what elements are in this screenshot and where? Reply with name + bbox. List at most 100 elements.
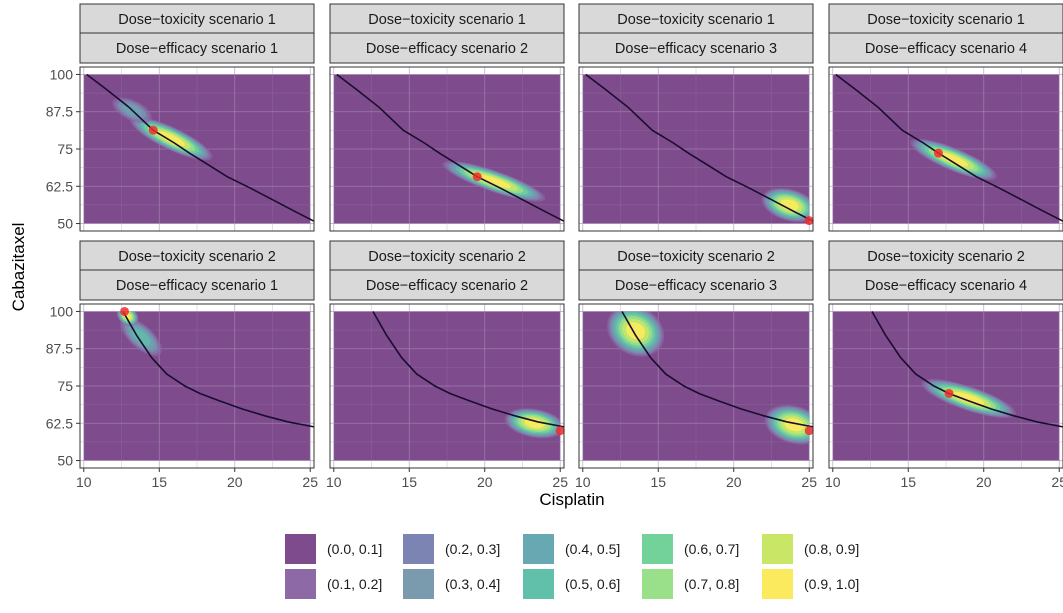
density-band bbox=[131, 328, 151, 346]
legend-key: (0.5, 0.6] bbox=[523, 569, 620, 599]
density-band bbox=[784, 418, 804, 432]
strip-bottom-label: Dose−efficacy scenario 3 bbox=[615, 41, 777, 57]
x-tick-label: 10 bbox=[825, 474, 841, 490]
x-tick-label: 10 bbox=[575, 474, 591, 490]
y-tick-label: 62.5 bbox=[46, 178, 73, 194]
strip-top bbox=[828, 3, 1063, 34]
x-tick-label: 15 bbox=[900, 474, 916, 490]
strip-bottom-label: Dose−efficacy scenario 4 bbox=[865, 41, 1027, 57]
x-tick-label: 15 bbox=[401, 474, 417, 490]
legend-label: (0.6, 0.7] bbox=[684, 541, 739, 557]
legend-key: (0.0, 0.1] bbox=[285, 534, 382, 564]
recommended-dose-point bbox=[120, 306, 130, 316]
x-tick-label: 20 bbox=[976, 474, 992, 490]
x-tick-label: 25 bbox=[1051, 474, 1063, 490]
y-tick-label: 87.5 bbox=[46, 104, 73, 120]
x-tick-label: 15 bbox=[151, 474, 167, 490]
strip-top bbox=[79, 240, 315, 271]
legend-key: (0.8, 0.9] bbox=[762, 534, 859, 564]
strip-top bbox=[578, 3, 814, 34]
strip-bottom bbox=[578, 32, 814, 64]
density-band bbox=[524, 418, 545, 429]
y-tick-label: 100 bbox=[50, 303, 74, 319]
y-tick-label: 62.5 bbox=[46, 415, 73, 431]
strip-bottom-label: Dose−efficacy scenario 2 bbox=[366, 41, 528, 57]
facet-panel: Dose−toxicity scenario 2 Dose−efficacy sc… bbox=[825, 240, 1063, 490]
x-axis-title: Cisplatin bbox=[539, 490, 604, 509]
legend: (0.0, 0.1] (0.1, 0.2] (0.2, 0.3] (0.3, 0.4]… bbox=[285, 534, 859, 599]
legend-key: (0.6, 0.7] bbox=[642, 534, 739, 564]
strip-top-label: Dose−toxicity scenario 2 bbox=[118, 249, 276, 265]
legend-key: (0.7, 0.8] bbox=[642, 569, 739, 599]
panel-border bbox=[578, 66, 814, 232]
x-tick-label: 10 bbox=[326, 474, 342, 490]
panel-border bbox=[828, 66, 1063, 232]
strip-bottom bbox=[329, 32, 565, 64]
legend-label: (0.4, 0.5] bbox=[565, 541, 620, 557]
strip-top-label: Dose−toxicity scenario 2 bbox=[617, 249, 775, 265]
facet-panel: Dose−toxicity scenario 1 Dose−efficacy sc… bbox=[578, 3, 814, 232]
facet-panel: Dose−toxicity scenario 1 Dose−efficacy sc… bbox=[46, 3, 315, 232]
strip-bottom-label: Dose−efficacy scenario 1 bbox=[116, 278, 278, 294]
x-tick-label: 10 bbox=[76, 474, 92, 490]
strip-bottom bbox=[79, 32, 315, 64]
y-tick-label: 50 bbox=[57, 216, 73, 232]
strip-bottom bbox=[578, 269, 814, 301]
legend-key: (0.3, 0.4] bbox=[403, 569, 500, 599]
strip-top bbox=[578, 240, 814, 271]
density-band bbox=[952, 392, 985, 406]
legend-swatch bbox=[523, 569, 554, 599]
strip-bottom-label: Dose−efficacy scenario 2 bbox=[366, 278, 528, 294]
recommended-dose-point bbox=[804, 426, 814, 436]
facet-panel: Dose−toxicity scenario 2 Dose−efficacy sc… bbox=[46, 240, 318, 490]
strip-top-label: Dose−toxicity scenario 1 bbox=[368, 12, 526, 28]
y-tick-label: 75 bbox=[57, 141, 73, 157]
x-tick-label: 25 bbox=[552, 474, 568, 490]
y-tick-label: 50 bbox=[57, 453, 73, 469]
x-tick-label: 20 bbox=[477, 474, 493, 490]
y-tick-label: 75 bbox=[57, 378, 73, 394]
facet-panel: Dose−toxicity scenario 1 Dose−efficacy sc… bbox=[828, 3, 1063, 232]
panel-border bbox=[828, 303, 1063, 469]
strip-top bbox=[828, 240, 1063, 271]
dose-curve bbox=[86, 73, 315, 222]
recommended-dose-point bbox=[944, 388, 954, 398]
panel-border bbox=[578, 303, 814, 469]
strip-top-label: Dose−toxicity scenario 2 bbox=[368, 249, 526, 265]
recommended-dose-point bbox=[804, 216, 814, 226]
legend-label: (0.0, 0.1] bbox=[327, 541, 382, 557]
legend-label: (0.1, 0.2] bbox=[327, 576, 382, 592]
x-tick-label: 25 bbox=[302, 474, 318, 490]
facet-panel: Dose−toxicity scenario 1 Dose−efficacy sc… bbox=[329, 3, 565, 232]
density-band bbox=[476, 174, 511, 188]
density-contours bbox=[761, 187, 810, 223]
strip-top bbox=[329, 240, 565, 271]
legend-key: (0.9, 1.0] bbox=[762, 569, 859, 599]
strip-top bbox=[79, 3, 315, 34]
dose-curve bbox=[122, 311, 315, 428]
x-tick-label: 20 bbox=[227, 474, 243, 490]
strip-top-label: Dose−toxicity scenario 1 bbox=[617, 12, 775, 28]
dose-curve bbox=[621, 311, 814, 428]
legend-label: (0.3, 0.4] bbox=[445, 576, 500, 592]
legend-label: (0.9, 1.0] bbox=[804, 576, 859, 592]
dose-curve bbox=[835, 73, 1063, 222]
legend-swatch bbox=[642, 534, 673, 564]
legend-swatch bbox=[403, 569, 434, 599]
strip-top-label: Dose−toxicity scenario 2 bbox=[867, 249, 1025, 265]
density-band bbox=[157, 131, 186, 146]
legend-swatch bbox=[403, 534, 434, 564]
facet-panel: Dose−toxicity scenario 2 Dose−efficacy sc… bbox=[326, 240, 568, 490]
legend-key: (0.2, 0.3] bbox=[403, 534, 500, 564]
legend-key: (0.4, 0.5] bbox=[523, 534, 620, 564]
strip-bottom bbox=[329, 269, 565, 301]
recommended-dose-point bbox=[148, 125, 158, 135]
strip-top-label: Dose−toxicity scenario 1 bbox=[867, 12, 1025, 28]
legend-swatch bbox=[642, 569, 673, 599]
legend-swatch bbox=[285, 569, 316, 599]
dose-curve bbox=[336, 73, 565, 222]
strip-bottom-label: Dose−efficacy scenario 3 bbox=[615, 278, 777, 294]
density-band bbox=[939, 152, 968, 167]
dose-curve bbox=[372, 311, 565, 428]
